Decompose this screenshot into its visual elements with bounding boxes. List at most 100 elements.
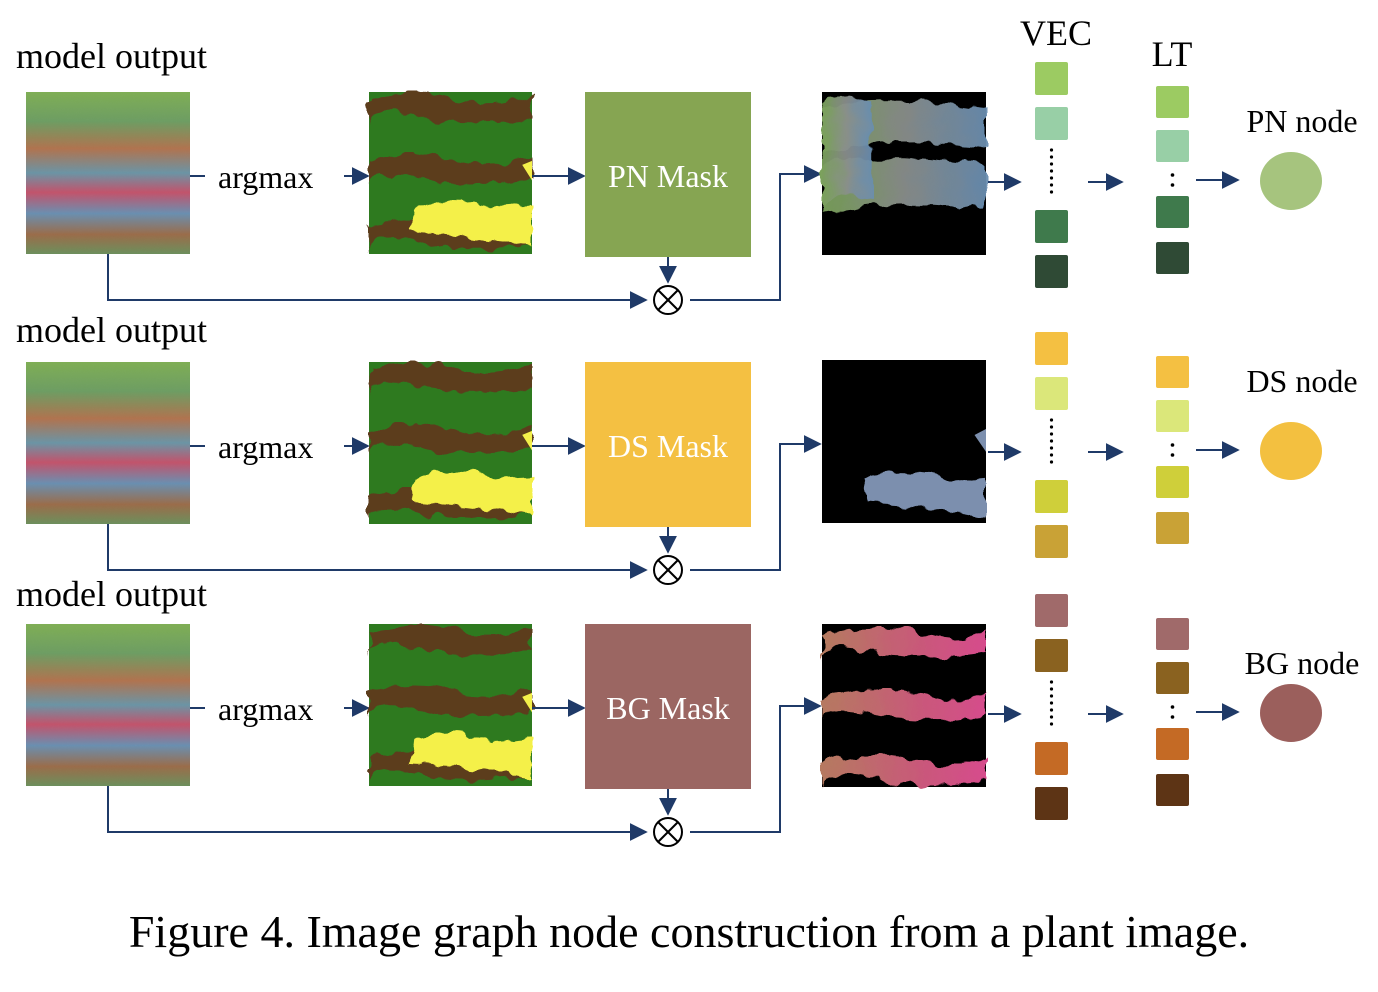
vec-ellipsis-dot: [1049, 418, 1054, 422]
segmentation-brown-band: [369, 686, 532, 718]
lt-feature-block: [1156, 356, 1189, 388]
segmentation-yellow-region: [409, 732, 532, 778]
vec-feature-block: [1035, 480, 1068, 513]
vec-ellipsis-dot: [1049, 169, 1054, 173]
masked-disease-region: [974, 428, 986, 452]
graph-node: [1260, 422, 1322, 480]
masked-plant-region: [822, 95, 872, 206]
lt-feature-block: [1156, 662, 1189, 694]
segmentation-brown-band: [369, 362, 532, 395]
vec-feature-block: [1035, 594, 1068, 627]
graph-node: [1260, 152, 1322, 210]
lt-feature-block: [1156, 466, 1189, 498]
model-output-image: [26, 362, 190, 524]
vec-feature-block: [1035, 255, 1068, 288]
connector-line: [690, 697, 822, 833]
vec-ellipsis-dot: [1049, 722, 1054, 726]
lt-feature-block: [1156, 728, 1189, 760]
lt-ellipsis-dot: [1170, 443, 1175, 447]
lt-feature-block: [1156, 196, 1189, 228]
masked-background-region: [822, 754, 986, 787]
masked-background-region: [822, 689, 986, 722]
vec-feature-block: [1035, 742, 1068, 775]
segmentation-brown-band: [369, 624, 532, 657]
node-label: DS node: [1246, 363, 1357, 399]
model-output-label: model output: [16, 310, 207, 350]
vec-ellipsis-dot: [1049, 162, 1054, 166]
vec-column-header: VEC: [1020, 13, 1092, 53]
argmax-label: argmax: [218, 691, 313, 727]
multiply-icon-stroke: [657, 821, 679, 843]
multiply-icon-stroke: [657, 559, 679, 581]
vec-ellipsis-dot: [1049, 432, 1054, 436]
vec-feature-block: [1035, 377, 1068, 410]
vec-feature-block: [1035, 62, 1068, 95]
lt-feature-block: [1156, 130, 1189, 162]
vec-ellipsis-dot: [1049, 715, 1054, 719]
vec-feature-block: [1035, 107, 1068, 140]
vec-ellipsis-dot: [1049, 176, 1054, 180]
row-pn: model output argmax PN Mask PN node: [16, 36, 1358, 315]
connector-line: [690, 435, 822, 571]
lt-ellipsis-dot: [1170, 705, 1175, 709]
model-output-image: [26, 92, 190, 254]
argmax-label: argmax: [218, 159, 313, 195]
lt-ellipsis-dot: [1170, 173, 1175, 177]
mask-label: DS Mask: [608, 428, 728, 464]
masked-disease-region: [863, 471, 986, 519]
segmentation-brown-band: [369, 750, 532, 783]
row-ds: model output argmax DS Mask DS node: [16, 310, 1358, 585]
connector-line: [107, 254, 648, 309]
segmentation-yellow-region: [409, 470, 532, 516]
lt-feature-block: [1156, 774, 1189, 806]
vec-ellipsis-dot: [1049, 453, 1054, 457]
vec-ellipsis-dot: [1049, 155, 1054, 159]
mask-box: [585, 624, 751, 789]
graph-node: [1260, 684, 1322, 742]
mask-box: [585, 92, 751, 257]
lt-feature-block: [1156, 86, 1189, 118]
lt-ellipsis-dot: [1170, 453, 1175, 457]
lt-feature-block: [1156, 512, 1189, 544]
figure-caption: Figure 4. Image graph node construction …: [128, 906, 1250, 957]
model-output-label: model output: [16, 36, 207, 76]
vec-ellipsis-dot: [1049, 439, 1054, 443]
vec-ellipsis-dot: [1049, 425, 1054, 429]
vec-ellipsis-dot: [1049, 190, 1054, 194]
lt-ellipsis-dot: [1170, 183, 1175, 187]
lt-feature-block: [1156, 618, 1189, 650]
segmentation-yellow-region: [522, 160, 532, 181]
vec-ellipsis-dot: [1049, 708, 1054, 712]
segmentation-brown-band: [369, 218, 532, 251]
node-label: BG node: [1245, 645, 1360, 681]
argmax-label: argmax: [218, 429, 313, 465]
row-bg: model output argmax BG Mask BG node: [16, 574, 1360, 847]
multiply-icon-stroke: [657, 289, 679, 311]
model-output-label: model output: [16, 574, 207, 614]
vec-ellipsis-dot: [1049, 446, 1054, 450]
connector-line: [107, 786, 648, 841]
segmentation-brown-band: [369, 154, 532, 186]
vec-ellipsis-dot: [1049, 148, 1054, 152]
vec-feature-block: [1035, 332, 1068, 365]
vec-feature-block: [1035, 787, 1068, 820]
lt-column-header: LT: [1152, 34, 1193, 74]
masked-background-region: [822, 627, 986, 660]
segmentation-yellow-region: [522, 430, 532, 451]
vec-ellipsis-dot: [1049, 687, 1054, 691]
mask-label: PN Mask: [608, 158, 728, 194]
vec-ellipsis-dot: [1049, 460, 1054, 464]
vec-feature-block: [1035, 210, 1068, 243]
connector-line: [690, 165, 822, 301]
vec-feature-block: [1035, 639, 1068, 672]
node-label: PN node: [1246, 103, 1357, 139]
lt-feature-block: [1156, 400, 1189, 432]
segmentation-brown-band: [369, 488, 532, 521]
vec-ellipsis-dot: [1049, 680, 1054, 684]
segmentation-brown-band: [369, 424, 532, 456]
segmentation-brown-band: [369, 92, 532, 125]
mask-box: [585, 362, 751, 527]
vec-feature-block: [1035, 525, 1068, 558]
segmentation-yellow-region: [522, 692, 532, 713]
